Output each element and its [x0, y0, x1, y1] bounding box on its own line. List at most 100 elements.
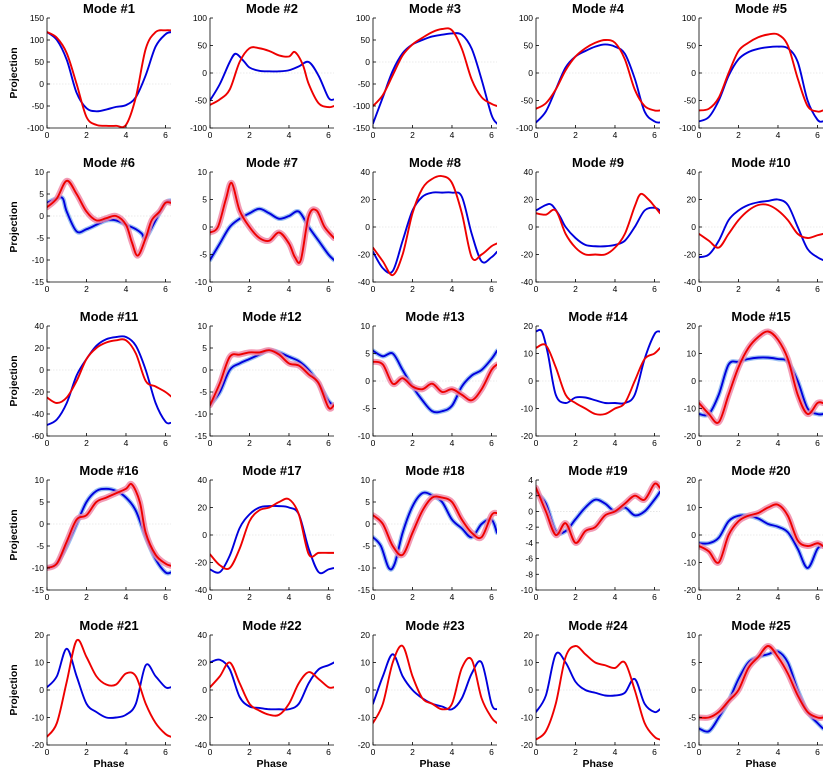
y-tick-label: 0 [691, 68, 696, 78]
y-tick-label: -10 [32, 713, 45, 723]
y-tick-label: -10 [32, 563, 45, 573]
x-tick-label: 4 [776, 747, 781, 757]
subplot-mode-3: Mode #3 -150 -100 -50 0 50 100 0 2 4 6 [353, 1, 497, 140]
y-axis-label: Projection [8, 509, 20, 560]
y-tick-label: 20 [524, 630, 534, 640]
chart-title: Mode #19 [568, 463, 627, 478]
x-tick-label: 4 [613, 130, 618, 140]
y-tick-label: 5 [202, 195, 207, 205]
subplot-mode-25: Mode #25 -10 -5 0 5 10 0 2 4 6 Phase [684, 618, 823, 770]
x-tick-label: 6 [652, 130, 657, 140]
y-tick-label: -20 [195, 558, 208, 568]
y-tick-label: 0 [691, 376, 696, 386]
chart-title: Mode #22 [242, 618, 301, 633]
y-tick-label: -100 [353, 101, 370, 111]
series-line-red [536, 482, 660, 544]
y-tick-label: -2 [525, 522, 533, 532]
chart-title: Mode #9 [572, 155, 624, 170]
x-tick-label: 6 [163, 592, 168, 602]
x-tick-label: 6 [652, 747, 657, 757]
chart-title: Mode #18 [405, 463, 464, 478]
series-line-red [47, 179, 171, 257]
y-tick-label: -20 [521, 740, 534, 750]
subplot-mode-24: Mode #24 -20 -10 0 10 20 0 2 4 6 Phase [521, 618, 660, 770]
y-tick-label: -6 [525, 554, 533, 564]
y-tick-label: 20 [198, 503, 208, 513]
x-tick-label: 4 [776, 592, 781, 602]
subplot-mode-1: Mode #1 -100 -50 0 50 100 150 0 2 4 6 Projection [8, 1, 171, 140]
y-axis-label: Projection [8, 664, 20, 715]
y-tick-label: -10 [32, 255, 45, 265]
chart-title: Mode #17 [242, 463, 301, 478]
subplot-mode-2: Mode #2 -100 -50 0 50 100 0 2 4 6 [190, 1, 334, 140]
x-tick-label: 4 [776, 438, 781, 448]
x-tick-label: 4 [776, 284, 781, 294]
series-line-blue [699, 650, 823, 733]
series-line-red [373, 27, 497, 107]
series-line-blue [699, 514, 823, 569]
y-tick-label: 0 [39, 519, 44, 529]
x-axis-label: Phase [420, 758, 451, 770]
y-tick-label: 20 [687, 195, 697, 205]
x-tick-label: 4 [450, 747, 455, 757]
series-line-red [210, 497, 334, 570]
x-tick-label: 4 [287, 438, 292, 448]
y-tick-label: -10 [684, 558, 697, 568]
x-tick-label: 0 [208, 284, 213, 294]
x-tick-label: 0 [208, 592, 213, 602]
x-tick-label: 2 [410, 284, 415, 294]
x-tick-label: 4 [287, 592, 292, 602]
y-tick-label: 10 [687, 349, 697, 359]
y-tick-label: -100 [27, 123, 44, 133]
y-tick-label: -40 [195, 585, 208, 595]
y-tick-label: 0 [691, 530, 696, 540]
x-tick-label: 6 [326, 130, 331, 140]
x-tick-label: 2 [84, 747, 89, 757]
chart-title: Mode #6 [83, 155, 135, 170]
x-tick-label: 4 [287, 284, 292, 294]
y-tick-label: 0 [202, 685, 207, 695]
series-band-red [210, 179, 334, 266]
y-tick-label: 40 [361, 167, 371, 177]
y-tick-label: 5 [691, 658, 696, 668]
subplot-mode-16: Mode #16 -15 -10 -5 0 5 10 0 2 4 6 Projection [8, 463, 171, 602]
y-tick-label: -20 [358, 250, 371, 260]
x-tick-label: 4 [450, 592, 455, 602]
x-tick-label: 0 [697, 130, 702, 140]
y-tick-label: 20 [687, 321, 697, 331]
series-line-blue [47, 647, 171, 719]
y-tick-label: -100 [679, 123, 696, 133]
subplot-mode-11: Mode #11 -60 -40 -20 0 20 40 0 2 4 6 Projection [8, 309, 171, 448]
series-band-blue [47, 486, 171, 576]
series-line-red [536, 192, 660, 256]
y-tick-label: 0 [39, 79, 44, 89]
subplot-mode-23: Mode #23 -20 -10 0 10 20 0 2 4 6 Phase [358, 618, 497, 770]
y-tick-label: 100 [193, 13, 207, 23]
x-tick-label: 2 [573, 747, 578, 757]
series-line-blue [536, 651, 660, 714]
x-tick-label: 2 [84, 284, 89, 294]
y-tick-label: -8 [525, 569, 533, 579]
x-tick-label: 6 [163, 130, 168, 140]
series-line-blue [373, 653, 497, 711]
x-tick-label: 2 [247, 130, 252, 140]
y-tick-label: -10 [684, 740, 697, 750]
y-tick-label: 50 [35, 57, 45, 67]
x-tick-label: 4 [124, 438, 129, 448]
y-tick-label: -5 [362, 404, 370, 414]
chart-title: Mode #14 [568, 309, 628, 324]
y-tick-label: 10 [524, 658, 534, 668]
y-tick-label: -5 [199, 387, 207, 397]
chart-title: Mode #2 [246, 1, 298, 16]
series-line-blue [47, 487, 171, 575]
x-tick-label: 2 [736, 438, 741, 448]
series-line-red [699, 645, 823, 719]
x-tick-label: 2 [410, 747, 415, 757]
y-tick-label: -20 [684, 431, 697, 441]
y-tick-label: -20 [521, 250, 534, 260]
x-tick-label: 6 [326, 284, 331, 294]
y-tick-label: 0 [691, 685, 696, 695]
x-tick-label: 2 [247, 284, 252, 294]
x-tick-label: 0 [697, 438, 702, 448]
x-tick-label: 6 [489, 592, 494, 602]
